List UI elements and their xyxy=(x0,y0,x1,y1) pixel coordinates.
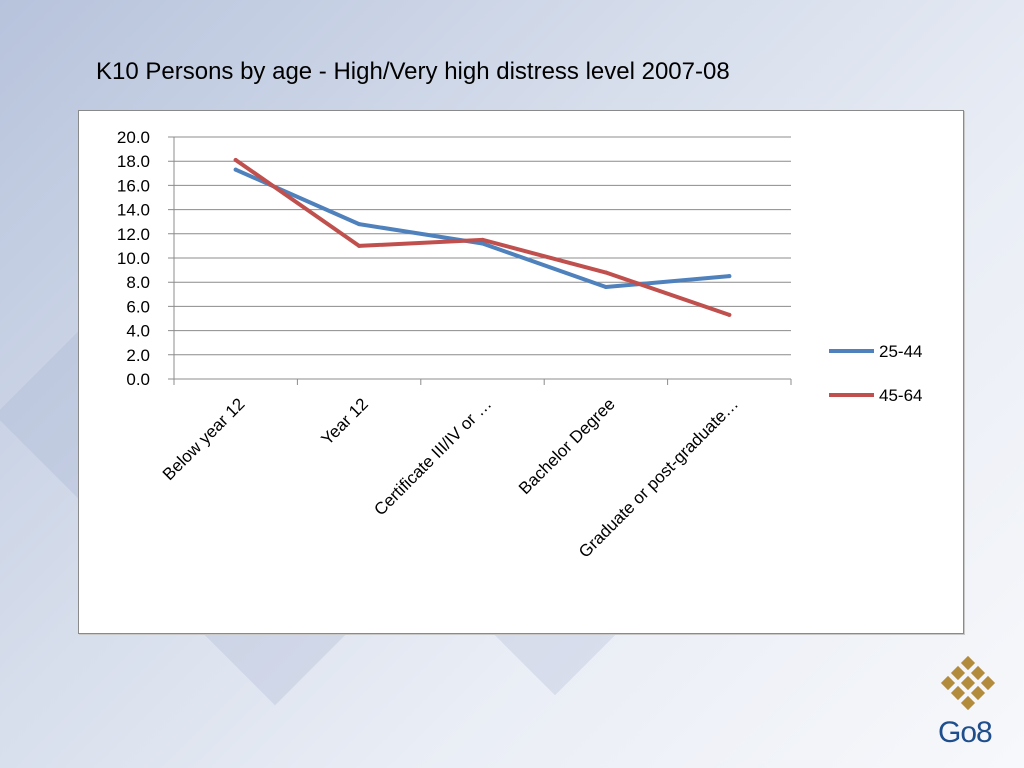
x-category-label: Below year 12 xyxy=(159,394,249,484)
data-point xyxy=(480,237,485,242)
y-tick-label: 6.0 xyxy=(126,297,150,316)
x-category-label: Year 12 xyxy=(317,394,371,448)
series-lines xyxy=(233,157,732,317)
chart-frame: 0.0 2.0 4.0 6.0 8.0 10.0 12.0 14.0 16.0 18.0 20.0 … xyxy=(78,110,964,634)
logo-text: Go8 xyxy=(938,716,993,749)
line-chart: 0.02.04.06.08.010.012.014.016.018.020.0 … xyxy=(117,128,923,562)
data-point xyxy=(603,285,608,290)
slide-title: K10 Persons by age - High/Very high dist… xyxy=(96,58,730,85)
y-tick-label: 14.0 xyxy=(117,201,150,220)
data-point xyxy=(603,270,608,275)
x-category-label: Bachelor Degree xyxy=(515,394,619,498)
data-point xyxy=(357,243,362,248)
y-tick-label: 0.0 xyxy=(126,370,150,389)
data-point xyxy=(233,167,238,172)
legend-label: 45-64 xyxy=(879,386,922,405)
data-point xyxy=(357,222,362,227)
gridlines xyxy=(168,136,791,380)
data-point xyxy=(480,241,485,246)
data-point xyxy=(727,274,732,279)
data-point xyxy=(233,157,238,162)
legend: 25-44 45-64 xyxy=(829,342,922,405)
y-tick-label: 12.0 xyxy=(117,225,150,244)
y-tick-label: 4.0 xyxy=(126,322,150,341)
data-point xyxy=(727,312,732,317)
y-tick-label: 16.0 xyxy=(117,176,150,195)
x-category-label: Certificate III/IV or … xyxy=(370,394,495,519)
y-tick-label: 2.0 xyxy=(126,346,150,365)
series-line-45-64 xyxy=(233,157,732,317)
series-line-25-44 xyxy=(233,167,732,290)
y-tick-label: 18.0 xyxy=(117,152,150,171)
legend-label: 25-44 xyxy=(879,342,922,361)
y-tick-label: 8.0 xyxy=(126,273,150,292)
y-tick-label: 10.0 xyxy=(117,249,150,268)
go8-logo-icon xyxy=(940,655,996,711)
y-axis-tick-labels: 0.0 2.0 4.0 6.0 8.0 10.0 12.0 14.0 16.0 18.0 20.0 xyxy=(117,128,150,389)
y-tick-label: 20.0 xyxy=(117,128,150,147)
